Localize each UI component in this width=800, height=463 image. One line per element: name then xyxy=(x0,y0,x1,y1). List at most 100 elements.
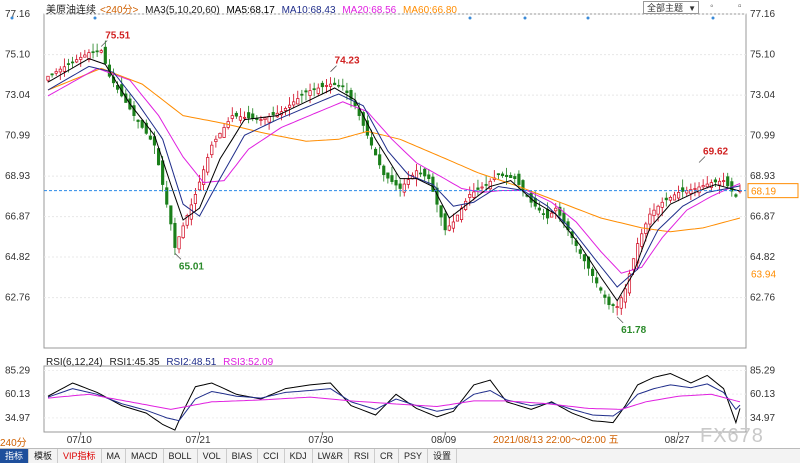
candle-body xyxy=(83,54,87,58)
cursor-readout: 2021/08/13 22:00～02:00 五 xyxy=(493,435,619,446)
candle-body xyxy=(390,175,394,182)
candle-body xyxy=(136,119,140,122)
candle-body xyxy=(717,180,722,186)
candle-body xyxy=(713,179,718,183)
candle-body xyxy=(222,127,226,138)
candle-body xyxy=(349,90,353,100)
peak-label: 75.51 xyxy=(105,30,130,41)
candle-body xyxy=(308,90,312,96)
y-tick-right: 70.99 xyxy=(750,131,775,142)
candle-body xyxy=(586,256,591,269)
tab-2[interactable]: VIP指标 xyxy=(58,449,102,463)
tab-10[interactable]: LW&R xyxy=(313,449,349,463)
candle-body xyxy=(124,93,128,103)
annotation-pointer xyxy=(174,252,182,260)
tab-6[interactable]: VOL xyxy=(198,449,227,463)
candle-body xyxy=(255,118,259,120)
tab-13[interactable]: PSY xyxy=(399,449,428,463)
y-tick-right: 77.16 xyxy=(750,9,775,20)
candle-body xyxy=(496,173,500,176)
candle-body xyxy=(693,188,697,190)
candle-body xyxy=(681,187,685,192)
tab-0[interactable]: 指标 xyxy=(0,449,30,463)
candle-body xyxy=(251,113,255,119)
candle-body xyxy=(173,222,177,248)
candle-body xyxy=(652,209,656,216)
candle-body xyxy=(116,85,120,90)
tab-1[interactable]: 模板 xyxy=(29,449,59,463)
candle-body xyxy=(95,50,99,53)
candle-body xyxy=(374,148,378,156)
tab-8[interactable]: CCI xyxy=(258,449,285,463)
x-tick-label: 07/10 xyxy=(67,435,92,446)
candle-body xyxy=(689,189,693,194)
candle-body xyxy=(345,90,349,93)
ma20-value: MA20:68.56 xyxy=(342,5,397,16)
y-tick-right: 62.76 xyxy=(750,293,775,304)
pin-icon[interactable]: ◦ xyxy=(710,1,714,12)
tab-4[interactable]: MACD xyxy=(126,449,164,463)
candle-body xyxy=(165,187,169,205)
rsi-y-tick-right: 60.13 xyxy=(750,389,775,400)
candle-body xyxy=(234,112,238,117)
candle-body xyxy=(230,115,234,119)
candle-body xyxy=(484,184,488,186)
candle-body xyxy=(54,71,58,74)
candle-body xyxy=(263,117,267,120)
candle-body xyxy=(369,137,374,146)
annotation-pointer xyxy=(100,40,108,47)
last-price-label: 68.19 xyxy=(751,187,776,198)
candle-body xyxy=(333,82,337,86)
indicator-tabs: 指标 模板 VIP指标 MA MACD BOLL VOL BIAS CCI KDJ LW&R RSI C… xyxy=(0,448,800,463)
tab-5[interactable]: BOLL xyxy=(164,449,198,463)
rsi3-value: RSI3:52.09 xyxy=(223,357,274,368)
annotation-pointer xyxy=(616,316,624,324)
candle-body xyxy=(550,212,554,218)
ma10-line xyxy=(47,65,741,288)
candle-body xyxy=(324,85,329,87)
candle-body xyxy=(259,119,263,121)
tab-7[interactable]: BIAS xyxy=(227,449,259,463)
y-tick-right: 68.93 xyxy=(750,171,775,182)
candle-body xyxy=(517,173,521,185)
candle-body xyxy=(451,221,455,229)
tab-9[interactable]: KDJ xyxy=(285,449,313,463)
candle-body xyxy=(599,287,603,291)
candle-body xyxy=(218,132,222,139)
rsi-y-tick-right: 34.97 xyxy=(750,413,775,424)
candle-body xyxy=(419,172,423,175)
period-indicator: 240分 xyxy=(0,438,27,449)
peak-label: 61.78 xyxy=(621,325,646,336)
candle-body xyxy=(177,236,181,250)
candle-body xyxy=(677,192,681,199)
candle-body xyxy=(423,168,427,177)
close-icon[interactable]: ▫ xyxy=(738,1,742,12)
candle-body xyxy=(545,208,550,219)
candle-body xyxy=(611,304,615,307)
candle-body xyxy=(316,87,320,94)
candle-body xyxy=(365,120,369,136)
tab-14[interactable]: 设置 xyxy=(428,449,457,463)
tab-3[interactable]: MA xyxy=(102,449,127,463)
candle-body xyxy=(595,277,599,284)
rsi2-value: RSI2:48.51 xyxy=(166,357,217,368)
candle-body xyxy=(382,165,386,176)
candle-body xyxy=(722,180,726,182)
candle-body xyxy=(660,201,664,208)
tab-11[interactable]: RSI xyxy=(349,449,375,463)
candle-body xyxy=(103,46,107,64)
candle-body xyxy=(300,93,304,96)
tab-12[interactable]: CR xyxy=(375,449,399,463)
x-tick-label: 07/21 xyxy=(186,435,211,446)
rsi-legend: RSI(6,12,24) RSI1:45.35 RSI2:48.51 RSI3:… xyxy=(46,357,277,368)
candle-body xyxy=(488,180,492,190)
candle-body xyxy=(75,59,79,63)
candle-body xyxy=(603,294,607,298)
annotation-pointer xyxy=(330,65,337,72)
theme-select[interactable]: 全部主题 ▼ xyxy=(643,1,699,14)
candle-body xyxy=(328,83,333,87)
candle-body xyxy=(443,213,447,231)
candle-body xyxy=(402,183,406,193)
rsi-y-tick-right: 85.29 xyxy=(750,365,775,376)
